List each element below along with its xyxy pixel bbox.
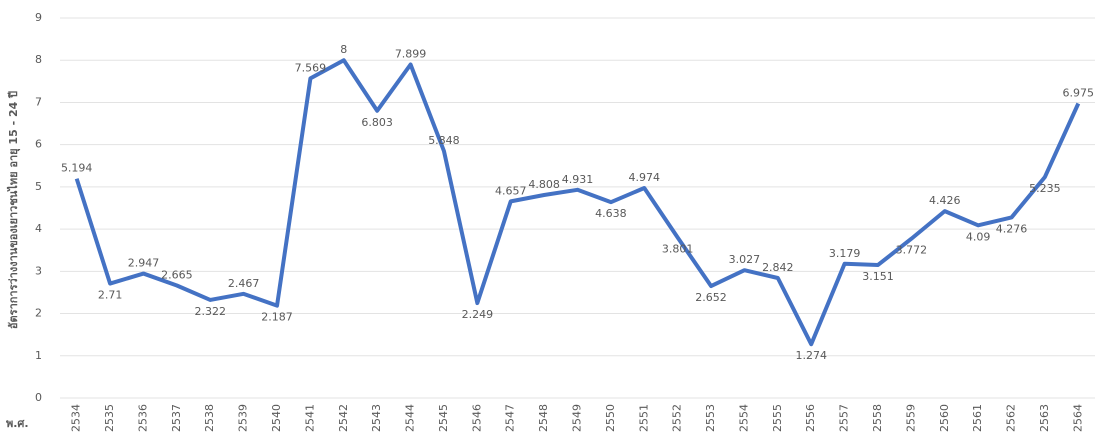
y-tick-label: 5: [35, 180, 42, 193]
x-tick-label: 2539: [237, 404, 250, 432]
data-label: 3.801: [662, 243, 694, 256]
data-label: 2.249: [462, 308, 494, 321]
data-label: 3.151: [862, 270, 894, 283]
x-tick-label: 2551: [637, 404, 650, 432]
y-tick-label: 6: [35, 138, 42, 151]
y-tick-label: 8: [35, 53, 42, 66]
x-tick-label: 2542: [337, 404, 350, 432]
data-label: 2.71: [98, 289, 123, 302]
data-label: 5.194: [61, 162, 93, 175]
data-label: 6.803: [361, 116, 393, 129]
x-tick-label: 2562: [1005, 404, 1018, 432]
data-label: 4.657: [495, 184, 527, 197]
data-label: 8: [340, 43, 347, 56]
data-label: 2.187: [261, 311, 293, 324]
x-tick-label: 2563: [1038, 404, 1051, 432]
data-label: 4.974: [629, 171, 661, 184]
data-label: 3.179: [829, 247, 861, 260]
x-tick-label: 2552: [671, 404, 684, 432]
x-tick-label: 2558: [871, 404, 884, 432]
y-tick-label: 9: [35, 11, 42, 24]
data-label: 2.947: [128, 257, 160, 270]
data-line: [74, 58, 1081, 347]
y-tick-label: 1: [35, 349, 42, 362]
data-label: 3.772: [896, 244, 928, 257]
data-label: 3.027: [729, 253, 761, 266]
data-label: 7.569: [295, 61, 327, 74]
data-label: 2.665: [161, 268, 193, 281]
x-tick-label: 2557: [838, 404, 851, 432]
x-tick-label: 2543: [370, 404, 383, 432]
y-tick-label: 7: [35, 95, 42, 108]
x-tick-label: 2555: [771, 404, 784, 432]
x-tick-label: 2550: [604, 404, 617, 432]
x-tick-label: 2538: [203, 404, 216, 432]
data-label: 2.322: [194, 305, 226, 318]
x-tick-label: 2545: [437, 404, 450, 432]
y-axis-label: อัตราการว่างงานของเยาวชนไทย อายุ 15 - 24…: [6, 91, 21, 329]
x-tick-label: 2547: [504, 404, 517, 432]
x-tick-label: 2548: [537, 404, 550, 432]
x-tick-label: 2534: [70, 404, 83, 432]
x-tick-label: 2556: [804, 404, 817, 432]
data-label: 5.848: [428, 134, 460, 147]
data-label: 7.899: [395, 47, 427, 60]
data-label: 2.467: [228, 277, 260, 290]
data-label: 4.276: [996, 222, 1028, 235]
data-label: 4.808: [528, 178, 560, 191]
data-label: 2.842: [762, 261, 794, 274]
x-tick-label: 2560: [938, 404, 951, 432]
y-tick-label: 0: [35, 391, 42, 404]
x-tick-label: 2535: [103, 404, 116, 432]
x-tick-label: 2546: [470, 404, 483, 432]
y-tick-label: 4: [35, 222, 42, 235]
x-tick-label: 2561: [971, 404, 984, 432]
x-tick-label: 2559: [904, 404, 917, 432]
data-label: 5.235: [1029, 182, 1061, 195]
y-tick-label: 2: [35, 307, 42, 320]
x-tick-label: 2537: [170, 404, 183, 432]
x-tick-label: 2564: [1071, 404, 1084, 432]
x-tick-label: 2553: [704, 404, 717, 432]
x-tick-label: 2544: [404, 404, 417, 432]
x-tick-label: 2549: [571, 404, 584, 432]
data-label: 4.931: [562, 173, 594, 186]
x-axis-label: พ.ศ.: [6, 417, 29, 430]
x-tick-label: 2536: [136, 404, 149, 432]
data-label: 4.426: [929, 194, 961, 207]
y-tick-label: 3: [35, 264, 42, 277]
data-label: 2.652: [695, 291, 727, 304]
x-tick-label: 2540: [270, 404, 283, 432]
x-tick-label: 2541: [303, 404, 316, 432]
data-label: 4.638: [595, 207, 627, 220]
data-label: 1.274: [795, 349, 827, 362]
data-label: 6.975: [1063, 87, 1095, 100]
data-label: 4.09: [966, 230, 991, 243]
x-tick-label: 2554: [737, 404, 750, 432]
